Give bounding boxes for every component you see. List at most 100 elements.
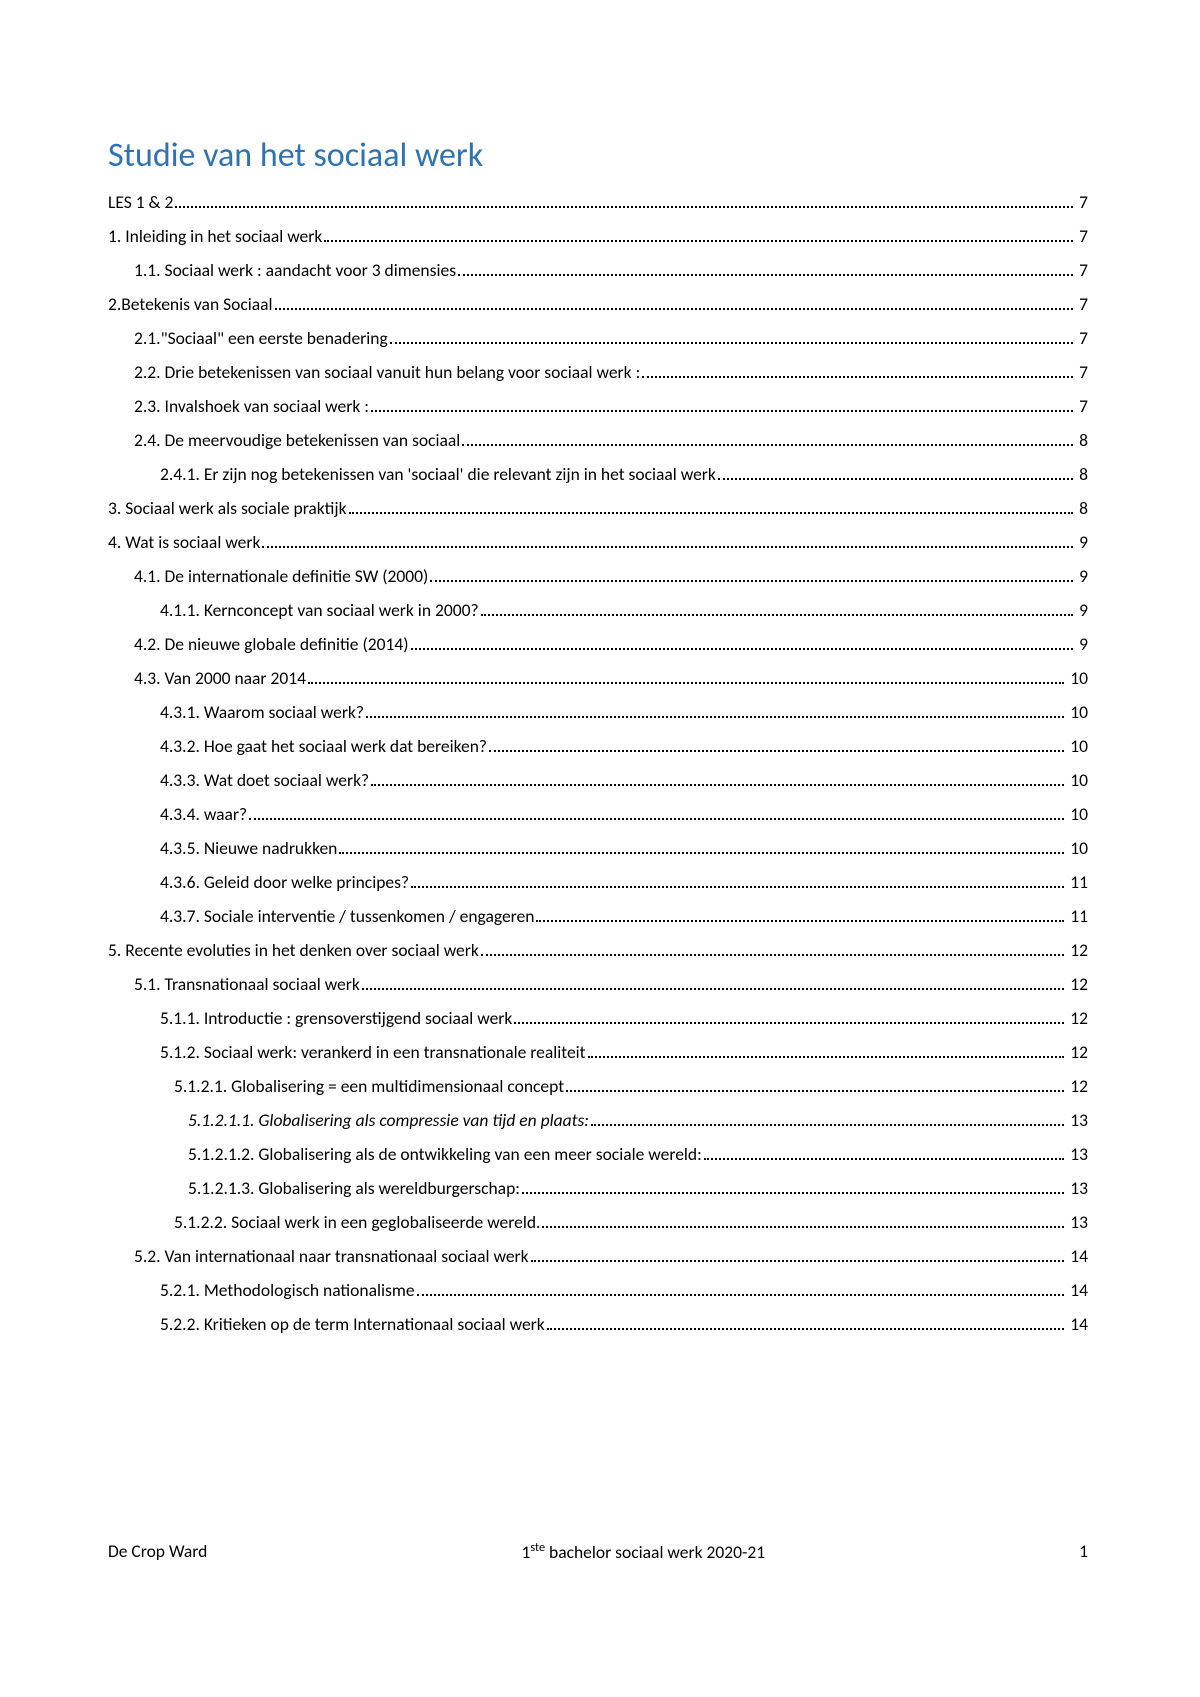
toc-page: 9 [1077,534,1088,552]
toc-leader [175,198,1073,209]
toc-page: 7 [1077,194,1088,212]
toc-leader [262,538,1073,549]
toc-leader [390,334,1073,345]
toc-label: 3. Sociaal werk als sociale praktijk [108,500,347,518]
page-title: Studie van het sociaal werk [108,135,1088,176]
toc-page: 8 [1077,466,1088,484]
toc-label: 5.2.1. Methodologisch nationalisme [160,1282,415,1300]
toc-page: 10 [1068,738,1088,756]
toc-leader [704,1150,1064,1161]
toc-page: 7 [1077,296,1088,314]
toc-row: 5.1.2.1.3. Globalisering als wereldburge… [108,1180,1088,1198]
toc-label: 5.1.2. Sociaal werk: verankerd in een tr… [160,1044,586,1062]
toc-page: 12 [1068,1010,1088,1028]
toc-page: 10 [1068,772,1088,790]
toc-row: 5.2.1. Methodologisch nationalisme 14 [108,1282,1088,1300]
toc-row: 4.3.5. Nieuwe nadrukken10 [108,840,1088,858]
toc-page: 7 [1077,398,1088,416]
toc-row: 2.3. Invalshoek van sociaal werk : 7 [108,398,1088,416]
toc-label: 4.3.1. Waarom sociaal werk? [160,704,364,722]
toc-row: 2.2. Drie betekenissen van sociaal vanui… [108,364,1088,382]
toc-label: 4.3.6. Geleid door welke principes? [160,874,409,892]
toc-page: 10 [1068,670,1088,688]
toc-label: 2.3. Invalshoek van sociaal werk : [134,398,369,416]
toc-leader [566,1082,1064,1093]
toc-page: 8 [1077,500,1088,518]
footer-center-sup: ste [530,1540,545,1555]
toc-label: 2.2. Drie betekenissen van sociaal vanui… [134,364,640,382]
toc-row: 4.3.1. Waarom sociaal werk? 10 [108,704,1088,722]
footer-author: De Crop Ward [108,1540,207,1563]
toc-row: 4.1.1. Kernconcept van sociaal werk in 2… [108,602,1088,620]
toc-leader [417,1286,1065,1297]
toc-leader [462,436,1073,447]
toc-row: LES 1 & 2 7 [108,194,1088,212]
toc-label: 4.3.2. Hoe gaat het sociaal werk dat ber… [160,738,487,756]
toc-row: 2.Betekenis van Sociaal 7 [108,296,1088,314]
toc-label: 5.1. Transnationaal sociaal werk [134,976,360,994]
toc-page: 7 [1077,262,1088,280]
toc-leader [718,470,1073,481]
toc-leader [591,1116,1064,1127]
toc-leader [275,300,1074,311]
footer-center-prefix: 1 [521,1541,530,1563]
toc-leader [349,504,1074,515]
toc-page: 14 [1068,1282,1088,1300]
toc-page: 11 [1068,908,1088,926]
toc-row: 4.3.4. waar?10 [108,806,1088,824]
toc-leader [371,402,1073,413]
toc-leader [371,776,1064,787]
toc-leader [588,1048,1065,1059]
toc-leader [366,708,1064,719]
toc-page: 7 [1077,330,1088,348]
toc-label: 2.4.1. Er zijn nog betekenissen van 'soc… [160,466,716,484]
toc-leader [547,1320,1065,1331]
toc-label: 2.Betekenis van Sociaal [108,296,273,314]
toc-row: 4.1. De internationale definitie SW (200… [108,568,1088,586]
toc-label: 5.1.1. Introductie : grensoverstijgend s… [160,1010,512,1028]
footer-page-number: 1 [1079,1540,1088,1563]
toc-row: 4.3.6. Geleid door welke principes?11 [108,874,1088,892]
page-footer: De Crop Ward 1ste bachelor sociaal werk … [108,1540,1088,1563]
toc-label: 2.4. De meervoudige betekenissen van soc… [134,432,460,450]
toc-row: 5.1. Transnationaal sociaal werk 12 [108,976,1088,994]
toc-row: 4. Wat is sociaal werk9 [108,534,1088,552]
toc-label: 1.1. Sociaal werk : aandacht voor 3 dime… [134,262,456,280]
toc-label: 4.1. De internationale definitie SW (200… [134,568,428,586]
toc-page: 7 [1077,228,1088,246]
toc-page: 13 [1068,1112,1088,1130]
toc-page: 12 [1068,976,1088,994]
toc-page: 13 [1068,1146,1088,1164]
toc-row: 5.1.2.1.1. Globalisering als compressie … [108,1112,1088,1130]
toc-label: 4.3.3. Wat doet sociaal werk? [160,772,369,790]
toc-row: 2.4. De meervoudige betekenissen van soc… [108,432,1088,450]
toc-page: 13 [1068,1180,1088,1198]
toc-leader [458,266,1073,277]
toc-label: 4.3.5. Nieuwe nadrukken [160,840,337,858]
toc-leader [481,606,1074,617]
table-of-contents: LES 1 & 271. Inleiding in het sociaal we… [108,194,1088,1334]
toc-row: 5.1.2. Sociaal werk: verankerd in een tr… [108,1044,1088,1062]
toc-row: 4.3. Van 2000 naar 2014 10 [108,670,1088,688]
page-content: Studie van het sociaal werk LES 1 & 271.… [108,135,1088,1350]
toc-page: 10 [1068,704,1088,722]
toc-label: 5.2.2. Kritieken op de term Internationa… [160,1316,545,1334]
toc-label: 4.3. Van 2000 naar 2014 [134,670,306,688]
toc-row: 2.1."Sociaal" een eerste benadering7 [108,330,1088,348]
toc-row: 1. Inleiding in het sociaal werk7 [108,228,1088,246]
toc-leader [362,980,1064,991]
toc-page: 7 [1077,364,1088,382]
toc-label: LES 1 & 2 [108,194,173,212]
toc-leader [430,572,1073,583]
toc-page: 13 [1068,1214,1088,1232]
toc-leader [481,946,1064,957]
toc-label: 5.1.2.1.2. Globalisering als de ontwikke… [188,1146,702,1164]
toc-label: 5.1.2.1. Globalisering = een multidimens… [174,1078,564,1096]
toc-page: 14 [1068,1248,1088,1266]
toc-row: 4.2. De nieuwe globale definitie (2014)9 [108,636,1088,654]
toc-page: 12 [1068,1044,1088,1062]
toc-row: 3. Sociaal werk als sociale praktijk 8 [108,500,1088,518]
toc-leader [308,674,1064,685]
toc-row: 5. Recente evoluties in het denken over … [108,942,1088,960]
toc-row: 5.2.2. Kritieken op de term Internationa… [108,1316,1088,1334]
